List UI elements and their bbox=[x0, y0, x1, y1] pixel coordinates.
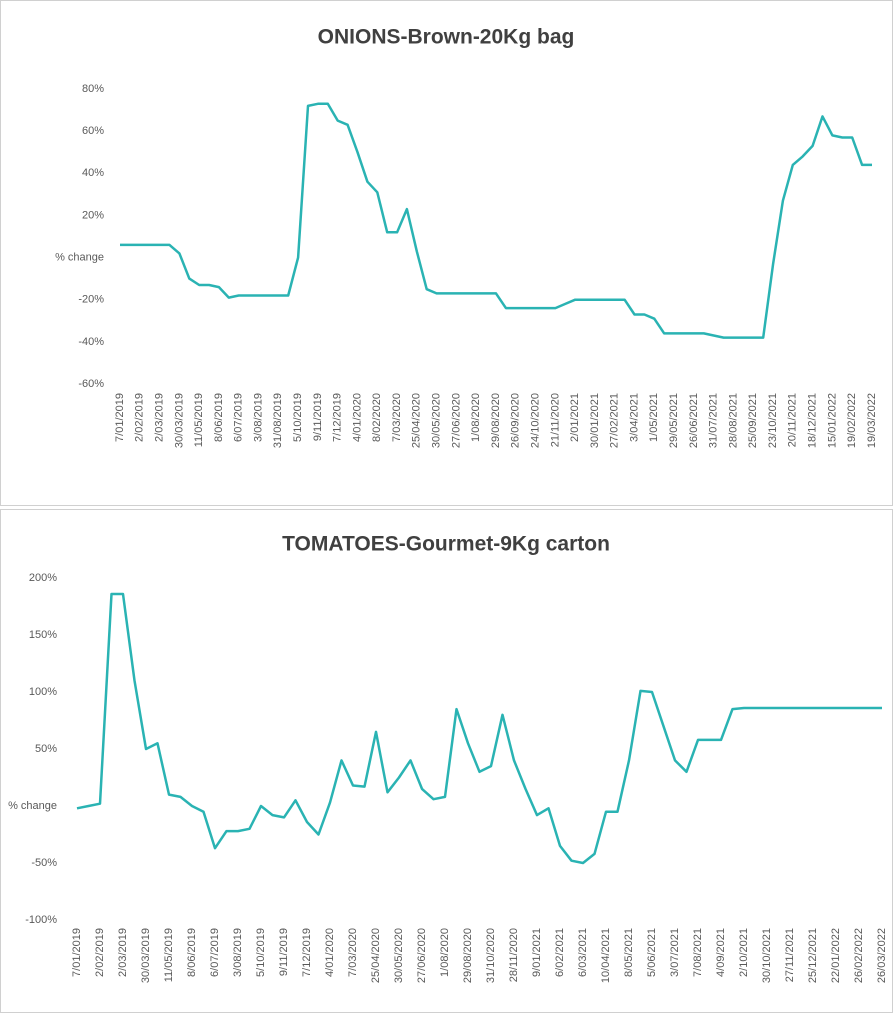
x-tick-label: 2/03/2019 bbox=[117, 928, 129, 977]
x-tick-label: 2/02/2019 bbox=[134, 393, 146, 442]
x-tick-label: 24/10/2020 bbox=[529, 393, 541, 448]
x-tick-label: 26/03/2022 bbox=[876, 928, 888, 983]
y-tick-label: -100% bbox=[25, 914, 57, 926]
y-tick-label: 200% bbox=[29, 572, 57, 584]
x-tick-label: 28/11/2020 bbox=[508, 928, 520, 982]
x-tick-label: 5/06/2021 bbox=[646, 928, 658, 977]
x-tick-label: 30/05/2020 bbox=[393, 928, 405, 983]
x-tick-label: 27/06/2020 bbox=[450, 393, 462, 448]
x-tick-label: 27/06/2020 bbox=[416, 928, 428, 983]
x-tick-label: 3/07/2021 bbox=[669, 928, 681, 977]
x-tick-label: 20/11/2021 bbox=[787, 393, 799, 447]
x-tick-label: 30/03/2019 bbox=[140, 928, 152, 983]
x-tick-label: 26/02/2022 bbox=[853, 928, 865, 983]
x-tick-label: 5/10/2019 bbox=[292, 393, 304, 442]
x-tick-label: 25/09/2021 bbox=[747, 393, 759, 448]
x-tick-label: 31/10/2020 bbox=[485, 928, 497, 983]
x-tick-label: 9/11/2019 bbox=[278, 928, 290, 976]
x-tick-label: 7/01/2019 bbox=[71, 928, 83, 977]
x-tick-label: 26/09/2020 bbox=[510, 393, 522, 448]
x-tick-label: 7/12/2019 bbox=[332, 393, 344, 442]
x-tick-label: 27/02/2021 bbox=[609, 393, 621, 448]
x-tick-label: 6/03/2021 bbox=[577, 928, 589, 977]
x-tick-label: 11/05/2019 bbox=[193, 393, 205, 447]
x-tick-label: 1/05/2021 bbox=[648, 393, 660, 442]
x-tick-label: 1/08/2020 bbox=[470, 393, 482, 442]
x-tick-label: 6/02/2021 bbox=[554, 928, 566, 977]
line bbox=[76, 592, 882, 865]
x-tick-label: 31/08/2019 bbox=[272, 393, 284, 448]
x-tick-label: 29/08/2020 bbox=[490, 393, 502, 448]
x-tick-label: 3/04/2021 bbox=[628, 393, 640, 442]
x-tick-label: 29/08/2020 bbox=[462, 928, 474, 983]
x-tick-label: 15/01/2022 bbox=[826, 393, 838, 448]
x-tick-label: 31/07/2021 bbox=[708, 393, 720, 448]
line bbox=[120, 102, 872, 339]
x-tick-label: 30/05/2020 bbox=[431, 393, 443, 448]
x-tick-label: 30/01/2021 bbox=[589, 393, 601, 448]
x-tick-label: 10/04/2021 bbox=[600, 928, 612, 983]
x-tick-label: 2/02/2019 bbox=[94, 928, 106, 977]
x-tick-label: 4/01/2020 bbox=[351, 393, 363, 442]
x-tick-label: 7/08/2021 bbox=[692, 928, 704, 977]
x-tick-label: 25/04/2020 bbox=[370, 928, 382, 983]
x-tick-label: 8/05/2021 bbox=[623, 928, 635, 977]
y-tick-label: 100% bbox=[29, 686, 57, 698]
x-tick-label: 3/08/2019 bbox=[252, 393, 264, 442]
x-tick-label: 25/12/2021 bbox=[807, 928, 819, 983]
x-tick-label: 18/12/2021 bbox=[807, 393, 819, 448]
y-tick-label: 40% bbox=[82, 167, 104, 179]
x-tick-label: 19/03/2022 bbox=[866, 393, 878, 448]
x-tick-label: 3/08/2019 bbox=[232, 928, 244, 977]
chart-title: TOMATOES-Gourmet-9Kg carton bbox=[282, 533, 610, 556]
x-tick-label: 8/02/2020 bbox=[371, 393, 383, 442]
x-tick-label: 7/01/2019 bbox=[114, 393, 126, 442]
x-tick-label: 6/07/2019 bbox=[233, 393, 245, 442]
y-tick-label: 80% bbox=[82, 83, 104, 95]
x-tick-label: 30/10/2021 bbox=[761, 928, 773, 983]
x-tick-label: 7/03/2020 bbox=[391, 393, 403, 442]
y-tick-label: 150% bbox=[29, 629, 57, 641]
x-tick-label: 5/10/2019 bbox=[255, 928, 267, 977]
y-tick-label: -40% bbox=[78, 336, 104, 348]
x-tick-label: 9/01/2021 bbox=[531, 928, 543, 977]
x-tick-label: 8/06/2019 bbox=[186, 928, 198, 977]
y-tick-label: -50% bbox=[31, 857, 57, 869]
x-tick-label: 4/09/2021 bbox=[715, 928, 727, 977]
x-tick-label: 25/04/2020 bbox=[411, 393, 423, 448]
y-tick-label: % change bbox=[55, 251, 104, 263]
x-tick-label: 8/06/2019 bbox=[213, 393, 225, 442]
y-tick-label: 50% bbox=[35, 743, 57, 755]
x-tick-label: 19/02/2022 bbox=[846, 393, 858, 448]
x-tick-label: 29/05/2021 bbox=[668, 393, 680, 448]
x-tick-label: 23/10/2021 bbox=[767, 393, 779, 448]
x-tick-label: 28/08/2021 bbox=[727, 393, 739, 448]
x-tick-label: 1/08/2020 bbox=[439, 928, 451, 977]
x-tick-label: 6/07/2019 bbox=[209, 928, 221, 977]
x-tick-label: 7/12/2019 bbox=[301, 928, 313, 977]
x-tick-label: 4/01/2020 bbox=[324, 928, 336, 977]
y-tick-label: -20% bbox=[78, 294, 104, 306]
x-tick-label: 2/10/2021 bbox=[738, 928, 750, 977]
x-tick-label: 2/01/2021 bbox=[569, 393, 581, 442]
x-tick-label: 2/03/2019 bbox=[153, 393, 165, 442]
x-tick-label: 7/03/2020 bbox=[347, 928, 359, 977]
x-tick-label: 27/11/2021 bbox=[784, 928, 796, 982]
x-tick-label: 22/01/2022 bbox=[830, 928, 842, 983]
x-tick-label: 11/05/2019 bbox=[163, 928, 175, 982]
y-tick-label: % change bbox=[8, 800, 57, 812]
y-tick-label: 20% bbox=[82, 209, 104, 221]
x-tick-label: 30/03/2019 bbox=[173, 393, 185, 448]
x-tick-label: 9/11/2019 bbox=[312, 393, 324, 441]
chart-title: ONIONS-Brown-20Kg bag bbox=[318, 26, 575, 49]
x-tick-label: 21/11/2020 bbox=[549, 393, 561, 447]
x-tick-label: 26/06/2021 bbox=[688, 393, 700, 448]
y-tick-label: -60% bbox=[78, 378, 104, 390]
y-tick-label: 60% bbox=[82, 125, 104, 137]
